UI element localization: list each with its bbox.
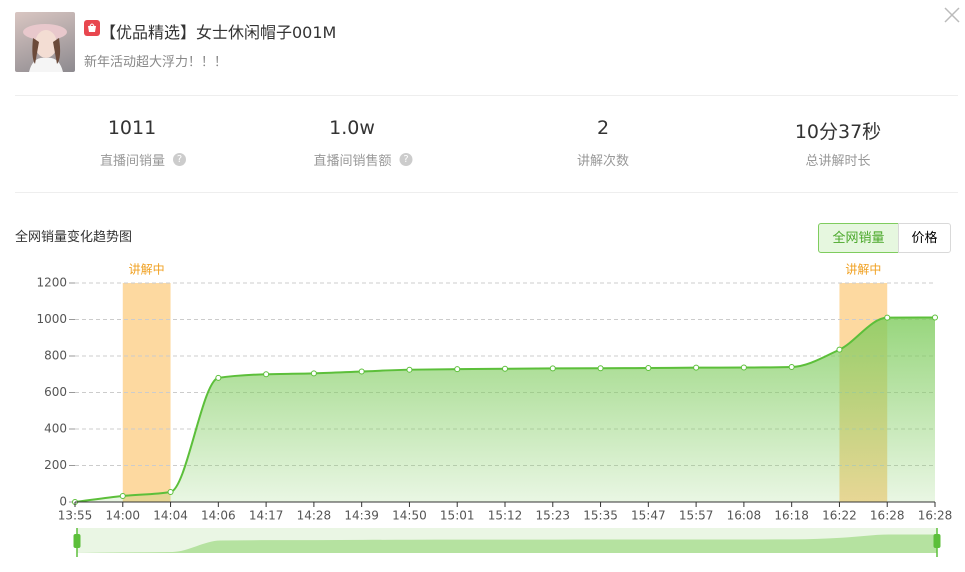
stat-label-text: 讲解次数 [576,154,630,169]
point [310,370,317,377]
stat-label: 直播间销售额? [313,150,413,169]
x-tick-label: 16:28 [870,509,905,523]
highlight-label: 讲解中 [129,262,165,277]
tab[interactable]: 价格 [898,223,951,253]
slider-handle[interactable] [73,534,81,548]
product-photo [23,24,67,72]
x-tick-label: 15:47 [631,509,666,523]
x-tick-label: 13:55 [58,509,93,523]
point [406,366,413,373]
help-icon[interactable]: ? [399,153,413,166]
y-tick-label: 1000 [36,312,67,326]
tab[interactable]: 全网销量 [818,223,899,253]
stat-label: 总讲解时长 [805,150,870,169]
x-tick-label: 14:50 [392,509,427,523]
stat-value: 1.0w [329,117,375,139]
y-tick-label: 200 [44,458,67,472]
point [597,365,604,372]
x-tick-label: 16:18 [774,509,809,523]
stat-label: 直播间销量? [99,150,187,169]
y-tick-label: 0 [59,495,67,509]
x-tick-label: 15:57 [679,509,714,523]
y-tick-label: 600 [44,385,67,399]
point [932,314,938,321]
product-title: 【优品精选】女士休闲帽子001M [100,23,337,42]
point [454,366,461,373]
chart-title: 全网销量变化趋势图 [15,230,133,245]
stat-label: 讲解次数 [577,150,629,169]
product-subtitle: 新年活动超大浮力！！！ [84,55,228,70]
x-tick-label: 15:23 [535,509,570,523]
point [215,374,222,381]
point [167,488,174,495]
point [788,363,795,370]
point [740,364,747,371]
close-button[interactable] [944,7,960,23]
x-tick-label: 14:17 [249,509,284,523]
point [502,365,508,372]
x-tick-label: 14:04 [153,509,188,523]
point [693,364,700,371]
divider [15,192,958,193]
stat-value: 10分37秒 [794,121,882,143]
x-tick-label: 14:00 [105,509,140,523]
x-tick-label: 16:28 [918,509,953,523]
point [884,314,891,321]
shop-icon [84,20,100,36]
x-tick-label: 14:39 [344,509,379,523]
stat-value: 2 [596,117,610,139]
point [358,368,365,375]
point [549,365,556,372]
x-tick-label: 14:28 [297,509,332,523]
point [836,346,843,353]
y-tick-label: 800 [44,349,67,363]
stat-label-text: 直播间销售额 [313,154,392,169]
highlight-label: 讲解中 [845,262,881,277]
x-tick-label: 15:12 [488,509,523,523]
y-tick-label: 400 [44,422,67,436]
point [119,492,126,499]
x-tick-label: 15:01 [440,509,475,523]
divider [15,95,958,96]
x-tick-label: 16:08 [727,509,762,523]
y-tick-label: 1200 [36,276,67,290]
area-fill [75,317,935,502]
product-image [15,12,75,72]
stat-label-text: 总讲解时长 [805,154,871,169]
stat-label-text: 直播间销量 [99,154,166,169]
x-tick-label: 15:35 [583,509,618,523]
x-tick-label: 14:06 [201,509,236,523]
slider-handle[interactable] [933,534,941,548]
x-tick-label: 16:22 [822,509,857,523]
point [645,365,652,372]
slider-preview [77,534,937,553]
stat-value: 1011 [107,117,157,139]
point [263,371,270,378]
help-icon[interactable]: ? [173,153,187,166]
